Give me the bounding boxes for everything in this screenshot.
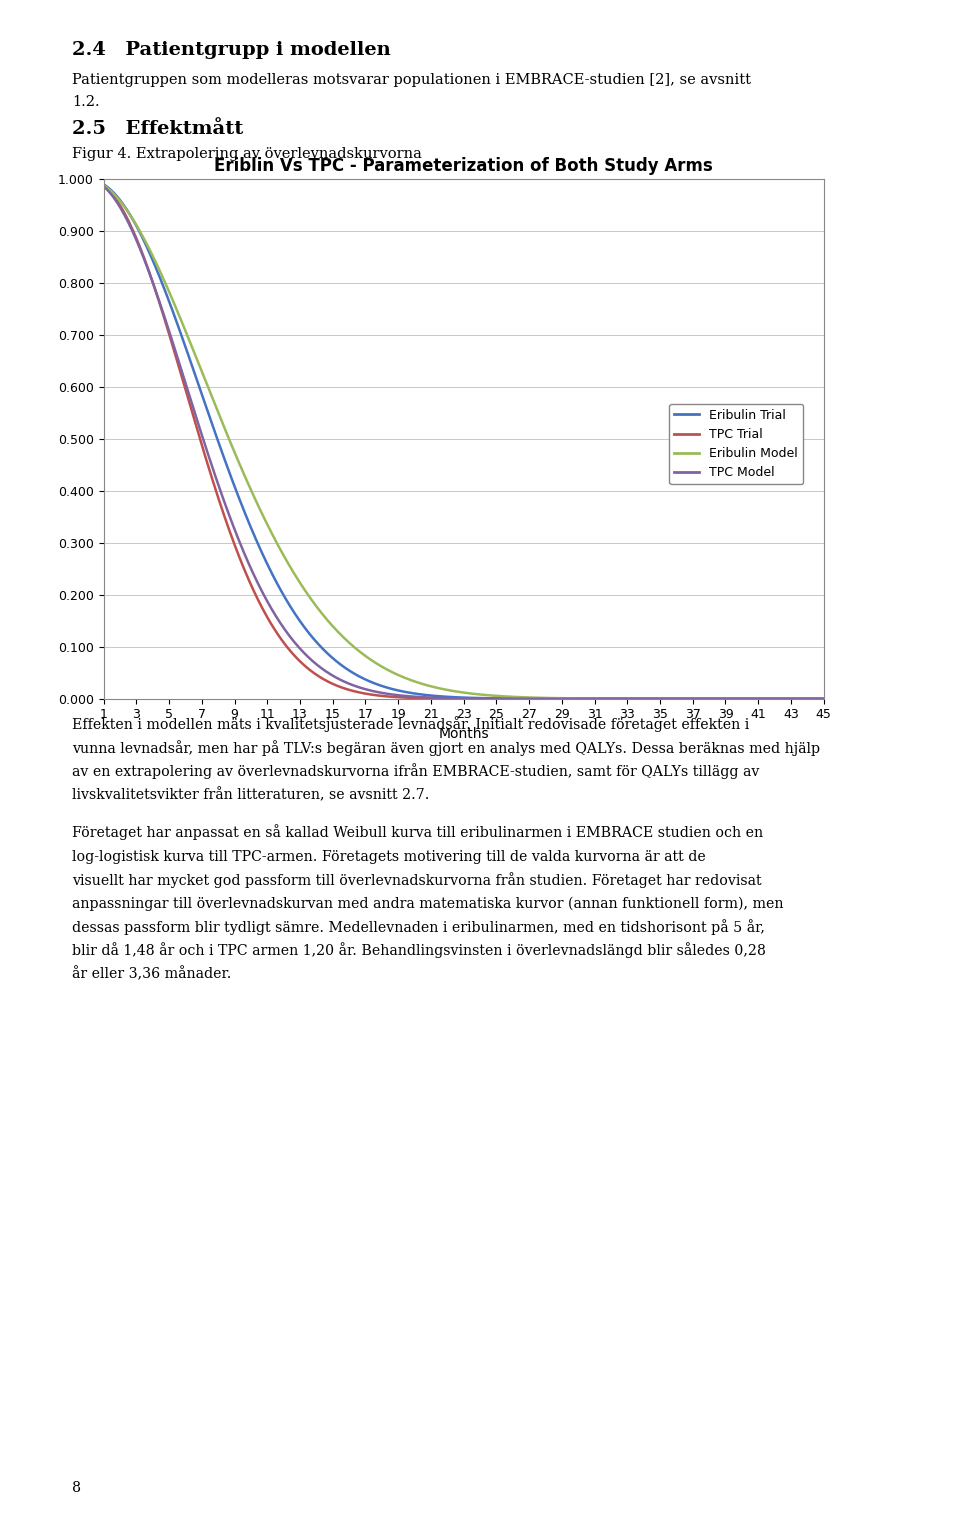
Text: 8: 8: [72, 1481, 81, 1495]
Text: 2.4 Patientgrupp i modellen: 2.4 Patientgrupp i modellen: [72, 41, 391, 59]
Text: år eller 3,36 månader.: år eller 3,36 månader.: [72, 968, 231, 981]
Text: vunna levnadsår, men har på TLV:s begäran även gjort en analys med QALYs. Dessa : vunna levnadsår, men har på TLV:s begära…: [72, 740, 820, 755]
Text: Figur 4. Extrapolering av överlevnadskurvorna: Figur 4. Extrapolering av överlevnadskur…: [72, 147, 421, 161]
Text: av en extrapolering av överlevnadskurvorna ifrån EMBRACE-studien, samt för QALYs: av en extrapolering av överlevnadskurvor…: [72, 764, 759, 779]
Text: Patientgruppen som modelleras motsvarar populationen i EMBRACE-studien [2], se a: Patientgruppen som modelleras motsvarar …: [72, 73, 751, 87]
Text: dessas passform blir tydligt sämre. Medellevnaden i eribulinarmen, med en tidsho: dessas passform blir tydligt sämre. Mede…: [72, 919, 765, 934]
Text: blir då 1,48 år och i TPC armen 1,20 år. Behandlingsvinsten i överlevnadslängd b: blir då 1,48 år och i TPC armen 1,20 år.…: [72, 942, 766, 958]
Title: Eriblin Vs TPC - Parameterization of Both Study Arms: Eriblin Vs TPC - Parameterization of Bot…: [214, 156, 713, 175]
Text: livskvalitetsvikter från litteraturen, se avsnitt 2.7.: livskvalitetsvikter från litteraturen, s…: [72, 788, 429, 802]
Text: visuellt har mycket god passform till överlevnadskurvorna från studien. Företage: visuellt har mycket god passform till öv…: [72, 872, 761, 887]
Legend: Eribulin Trial, TPC Trial, Eribulin Model, TPC Model: Eribulin Trial, TPC Trial, Eribulin Mode…: [669, 404, 803, 485]
Text: Effekten i modellen mäts i kvalitetsjusterade levnadsår. Initialt redovisade för: Effekten i modellen mäts i kvalitetsjust…: [72, 717, 749, 732]
Text: anpassningar till överlevnadskurvan med andra matematiska kurvor (annan funktion: anpassningar till överlevnadskurvan med …: [72, 896, 783, 911]
Text: Företaget har anpassat en så kallad Weibull kurva till eribulinarmen i EMBRACE s: Företaget har anpassat en så kallad Weib…: [72, 825, 763, 840]
Text: 1.2.: 1.2.: [72, 96, 100, 109]
Text: log-logistisk kurva till TPC-armen. Företagets motivering till de valda kurvorna: log-logistisk kurva till TPC-armen. Före…: [72, 851, 706, 864]
X-axis label: Months: Months: [439, 728, 489, 741]
Text: 2.5 Effektmått: 2.5 Effektmått: [72, 120, 243, 138]
